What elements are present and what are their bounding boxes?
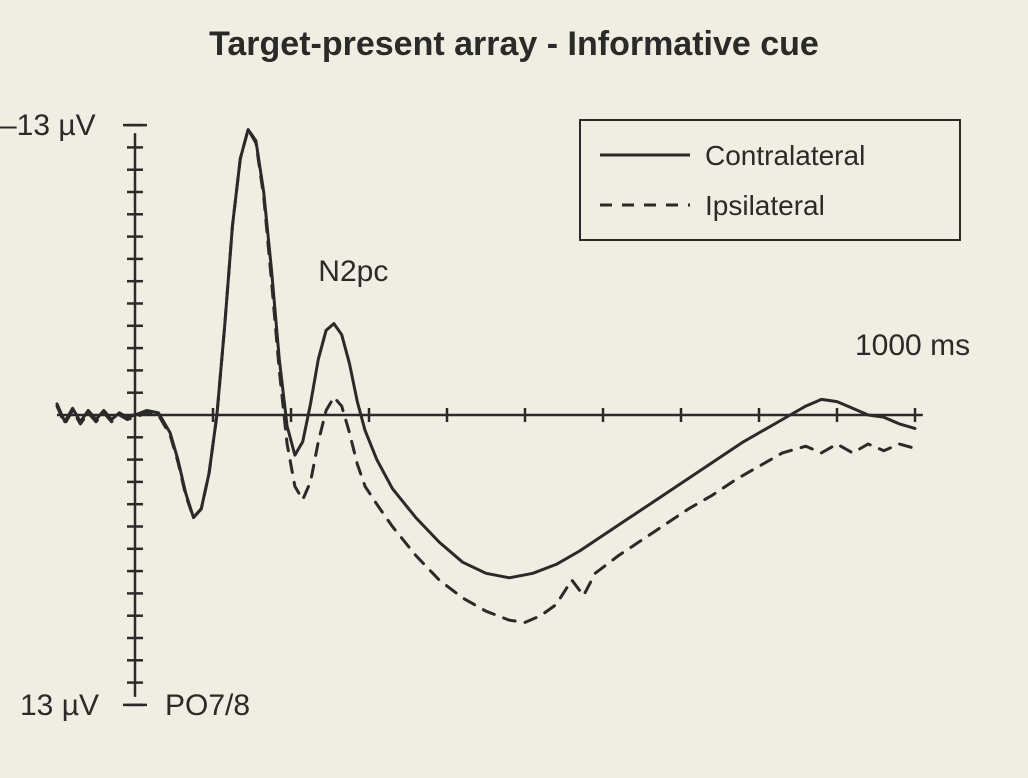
x-max-label: 1000 ms — [855, 329, 970, 362]
y-bottom-label: 13 µV — [20, 689, 99, 722]
legend-label-contra: Contralateral — [705, 140, 865, 171]
electrode-label: PO7/8 — [165, 689, 250, 722]
erp-chart: Target-present array - Informative cue –1… — [0, 0, 1028, 778]
chart-background — [0, 0, 1028, 778]
y-top-label: –13 µV — [0, 109, 96, 142]
legend-label-ipsi: Ipsilateral — [705, 190, 825, 221]
chart-title: Target-present array - Informative cue — [209, 25, 819, 63]
component-label: N2pc — [318, 255, 388, 288]
chart-svg: Target-present array - Informative cue –1… — [0, 0, 1028, 778]
